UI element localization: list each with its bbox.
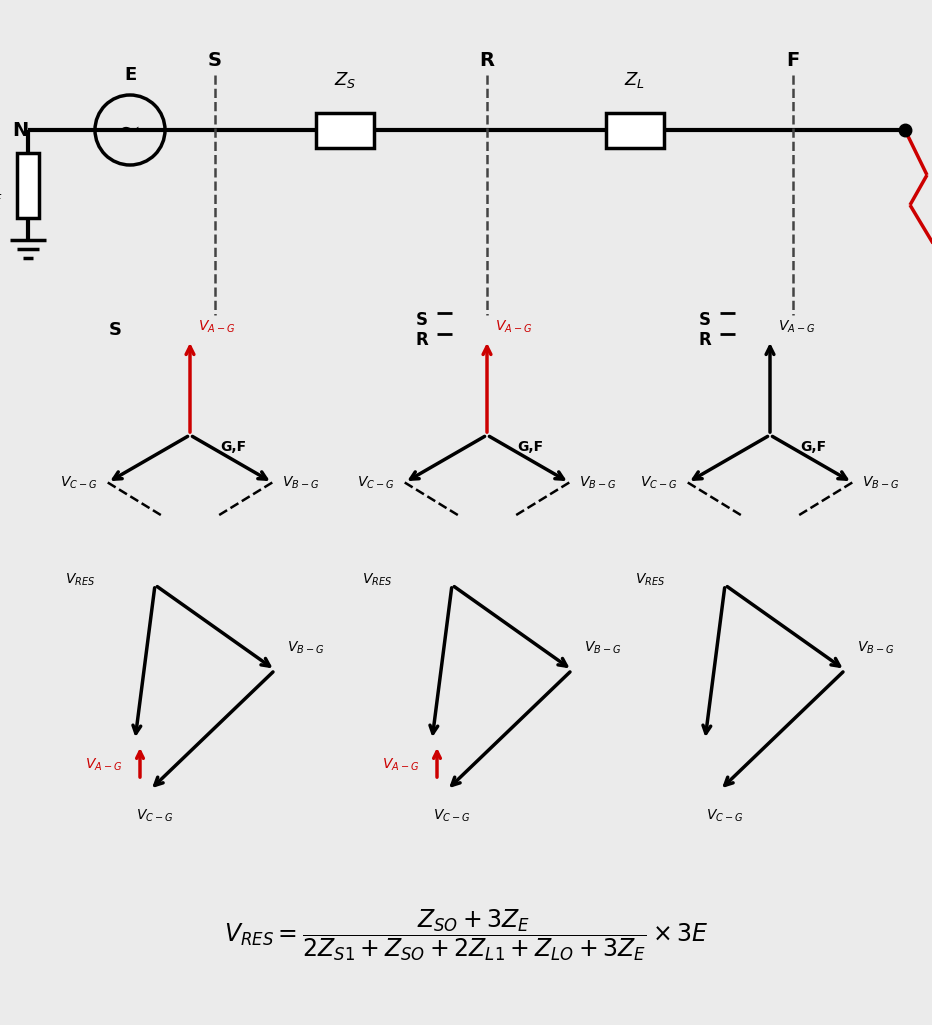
Text: $V_{B-G}$: $V_{B-G}$ [584,640,621,656]
Text: $V_{C-G}$: $V_{C-G}$ [640,475,678,491]
Text: $V_{B-G}$: $V_{B-G}$ [287,640,324,656]
Text: N: N [12,121,28,139]
Text: $V_{C-G}$: $V_{C-G}$ [433,808,471,824]
Text: G,F: G,F [517,440,543,454]
Text: S: S [108,321,121,339]
Text: $V_{A-G}$: $V_{A-G}$ [85,756,122,773]
Text: $V_{C-G}$: $V_{C-G}$ [706,808,744,824]
Text: $V_{B-G}$: $V_{B-G}$ [862,475,899,491]
Text: R: R [699,331,711,348]
Text: S: S [208,50,222,70]
Text: F: F [787,50,800,70]
Text: $V_{C-G}$: $V_{C-G}$ [61,475,98,491]
Text: E: E [124,66,136,84]
Text: R: R [416,331,429,348]
Text: $Z_S$: $Z_S$ [334,70,356,90]
Text: R: R [479,50,495,70]
Text: G,F: G,F [220,440,246,454]
Text: $V_{C-G}$: $V_{C-G}$ [358,475,395,491]
Text: $V_{B-G}$: $V_{B-G}$ [857,640,894,656]
Text: ~: ~ [118,116,142,144]
Bar [316,113,374,148]
Text: $Z_L$: $Z_L$ [624,70,646,90]
Text: $V_{RES}$: $V_{RES}$ [64,572,95,588]
Bar [606,113,664,148]
Text: $\mathit{V}_{RES} = \dfrac{Z_{SO}+3Z_E}{2Z_{S1}+Z_{SO}+2Z_{L1}+Z_{LO}+3Z_E} \tim: $\mathit{V}_{RES} = \dfrac{Z_{SO}+3Z_E}{… [224,907,708,962]
Text: $Z_E$: $Z_E$ [0,184,4,205]
Text: $V_{B-G}$: $V_{B-G}$ [580,475,616,491]
Text: G,F: G,F [800,440,826,454]
Text: $V_{RES}$: $V_{RES}$ [362,572,392,588]
Text: $V_{A-G}$: $V_{A-G}$ [198,319,235,335]
Text: $V_{A-G}$: $V_{A-G}$ [495,319,532,335]
Text: $V_{C-G}$: $V_{C-G}$ [136,808,173,824]
Text: S: S [416,311,428,329]
Text: S: S [699,311,711,329]
Bar [17,153,39,217]
Text: $V_{A-G}$: $V_{A-G}$ [778,319,816,335]
Text: $V_{B-G}$: $V_{B-G}$ [282,475,320,491]
Text: $V_{RES}$: $V_{RES}$ [635,572,665,588]
Text: $V_{A-G}$: $V_{A-G}$ [382,756,419,773]
